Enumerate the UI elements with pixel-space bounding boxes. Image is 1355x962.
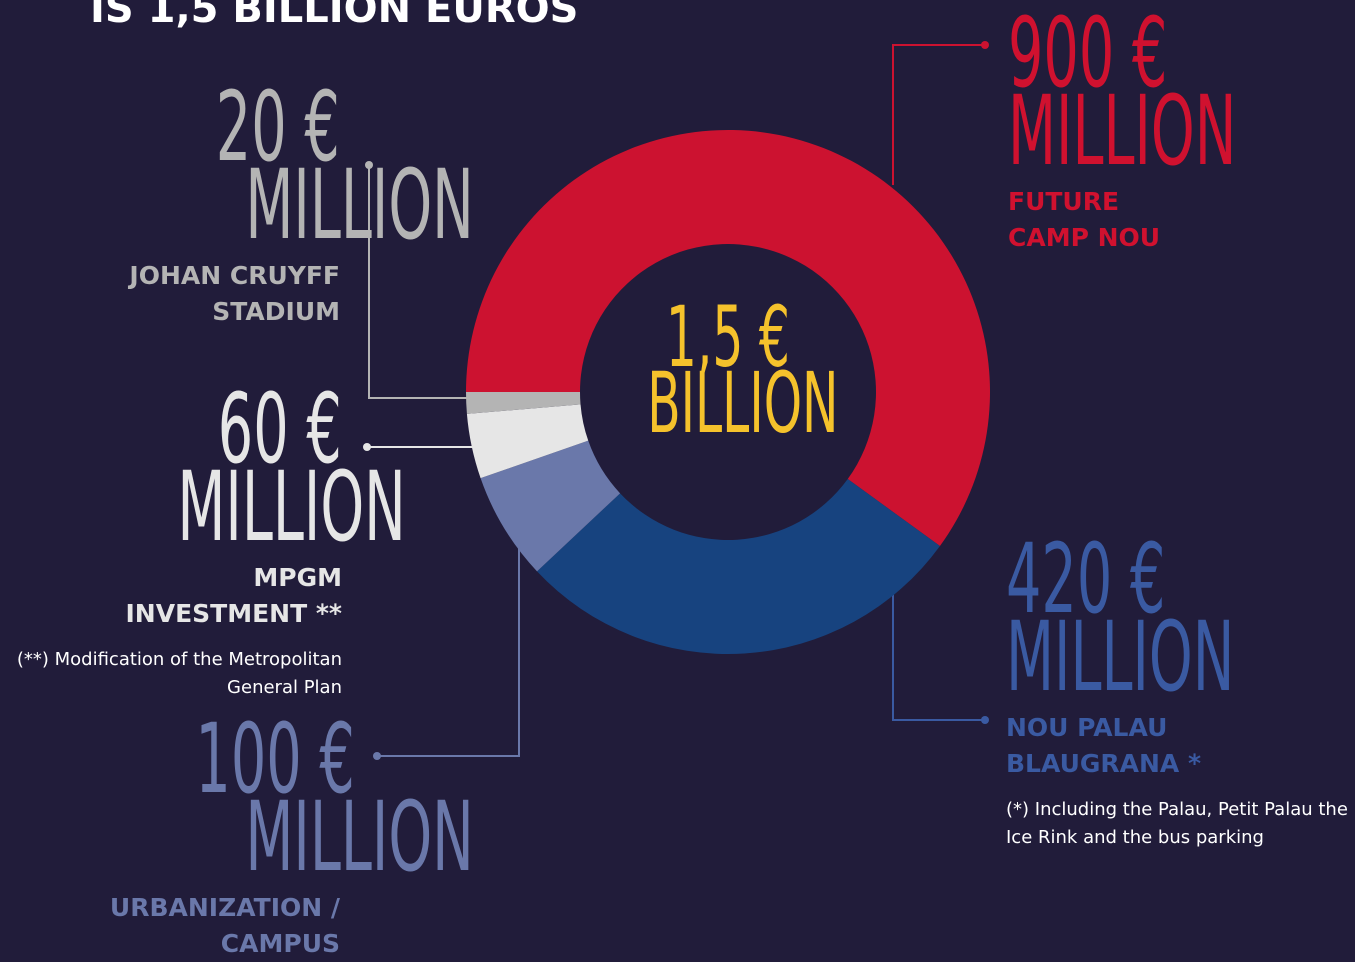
category-label: URBANIZATION / CAMPUS bbox=[109, 893, 340, 958]
value-label: 100 € bbox=[195, 703, 355, 815]
note: (*) Including the Palau, Petit Palau the… bbox=[1006, 799, 1348, 848]
value-row: 420 € bbox=[1006, 523, 1351, 635]
unit-label: MILLION bbox=[1008, 75, 1237, 187]
unit-row: MILLION bbox=[80, 157, 473, 253]
slice bbox=[466, 404, 589, 479]
value-row: 60 € bbox=[12, 373, 342, 485]
slice bbox=[466, 392, 581, 414]
total: 1,5 € BILLION bbox=[578, 288, 878, 452]
unit-label: MILLION bbox=[1006, 601, 1235, 713]
slice-label: 100 € MILLION URBANIZATION / CAMPUS bbox=[80, 711, 474, 962]
leader-dot bbox=[373, 752, 381, 760]
slice-label: 20 € MILLION JOHAN CRUYFF STADIUM bbox=[80, 71, 473, 330]
value-row: 100 € bbox=[80, 711, 354, 807]
value-label: 60 € bbox=[218, 373, 342, 485]
leader-dot bbox=[981, 41, 989, 49]
unit-label: MILLION bbox=[245, 781, 474, 893]
leader-line bbox=[892, 590, 985, 721]
donut bbox=[466, 130, 991, 654]
slice bbox=[466, 130, 991, 546]
unit-row: MILLION bbox=[1006, 601, 1351, 713]
leader-line bbox=[377, 545, 520, 757]
leaders bbox=[367, 44, 985, 757]
total-unit: BILLION bbox=[647, 354, 839, 452]
value-label: 900 € bbox=[1008, 0, 1168, 109]
total-value: 1,5 € bbox=[666, 288, 790, 386]
slice-label: 420 € MILLION NOU PALAU BLAUGRANA * (*) Inc… bbox=[1006, 523, 1351, 852]
leader-dot bbox=[365, 161, 373, 169]
unit-row: MILLION bbox=[80, 789, 473, 885]
leader-line bbox=[368, 165, 468, 399]
leader-line bbox=[892, 44, 985, 185]
slice bbox=[480, 440, 621, 572]
leader-dot bbox=[363, 443, 371, 451]
leader-dot bbox=[981, 716, 989, 724]
category-label: MPGM INVESTMENT ** bbox=[125, 563, 343, 628]
note: (**) Modification of the Metropolitan Ge… bbox=[16, 649, 342, 698]
unit-label: MILLION bbox=[177, 451, 406, 563]
category-label: JOHAN CRUYFF STADIUM bbox=[129, 261, 340, 326]
value-label: 420 € bbox=[1006, 523, 1166, 635]
slice-label: 900 € MILLION FUTURE CAMP NOU bbox=[1008, 0, 1236, 256]
unit-row: MILLION bbox=[1008, 83, 1236, 179]
value-row: 900 € bbox=[1008, 0, 1208, 109]
unit-row: MILLION bbox=[12, 459, 405, 555]
category-label: FUTURE CAMP NOU bbox=[1008, 187, 1161, 252]
category-label: NOU PALAU BLAUGRANA * bbox=[1006, 713, 1202, 778]
slice bbox=[537, 478, 940, 654]
value-label: 20 € bbox=[216, 71, 340, 183]
value-row: 20 € bbox=[80, 71, 340, 183]
unit-label: MILLION bbox=[245, 149, 474, 261]
slice-label: 60 € MILLION MPGM INVESTMENT ** (**) Modifi… bbox=[12, 373, 406, 702]
title: IS 1,5 BILLION EUROS bbox=[90, 0, 579, 32]
